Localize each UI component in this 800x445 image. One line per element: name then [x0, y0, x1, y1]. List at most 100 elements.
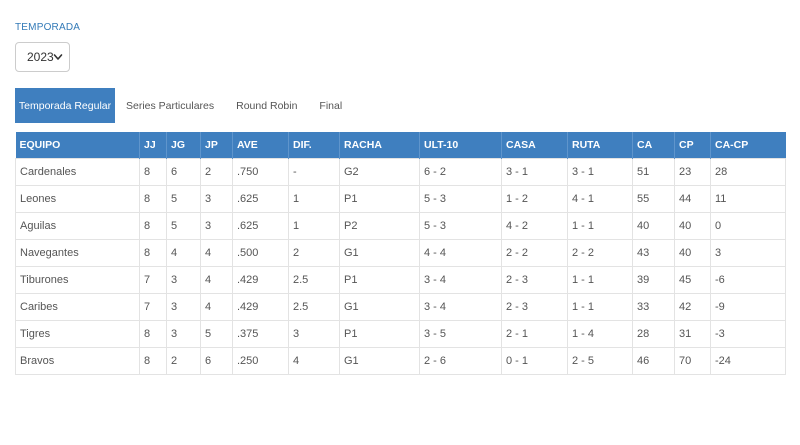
stat-cell: 1 - 1	[567, 266, 633, 294]
stat-cell: 2.5	[288, 266, 340, 294]
tab-temporada-regular[interactable]: Temporada Regular	[15, 88, 115, 123]
column-header-equipo: EQUIPO	[15, 132, 140, 159]
stat-cell: 2.5	[288, 293, 340, 321]
stat-cell: 5 - 3	[419, 212, 502, 240]
column-header-jj: JJ	[139, 132, 167, 159]
stat-cell: 3 - 1	[501, 158, 568, 186]
stat-cell: 4	[200, 266, 233, 294]
stat-cell: 3	[200, 185, 233, 213]
stat-cell: 8	[139, 320, 167, 348]
stat-cell: 1 - 1	[567, 212, 633, 240]
stat-cell: 3 - 4	[419, 266, 502, 294]
column-header-casa: CASA	[501, 132, 568, 159]
stat-cell: 2 - 6	[419, 347, 502, 375]
stat-cell: 4	[166, 239, 201, 267]
column-header-ca: CA	[632, 132, 675, 159]
stat-cell: 51	[632, 158, 675, 186]
stat-cell: 3 - 5	[419, 320, 502, 348]
stat-cell: 4	[288, 347, 340, 375]
stat-cell: G1	[339, 293, 420, 321]
stat-cell: 43	[632, 239, 675, 267]
stat-cell: 2 - 3	[501, 266, 568, 294]
column-header-ult-10: ULT-10	[419, 132, 502, 159]
column-header-ca-cp: CA-CP	[710, 132, 786, 159]
chevron-down-icon	[53, 54, 63, 60]
stat-cell: 70	[674, 347, 711, 375]
team-name-cell: Tigres	[15, 320, 140, 348]
stat-cell: 8	[139, 347, 167, 375]
column-header-racha: RACHA	[339, 132, 420, 159]
stat-cell: -3	[710, 320, 786, 348]
tab-round-robin[interactable]: Round Robin	[236, 99, 298, 112]
stat-cell: G2	[339, 158, 420, 186]
stat-cell: 3	[200, 212, 233, 240]
season-label: TEMPORADA	[15, 22, 81, 33]
stat-cell: 46	[632, 347, 675, 375]
stat-cell: 42	[674, 293, 711, 321]
stat-cell: 40	[632, 212, 675, 240]
stat-cell: 8	[139, 212, 167, 240]
stat-cell: 4 - 2	[501, 212, 568, 240]
column-header-cp: CP	[674, 132, 711, 159]
stat-cell: G1	[339, 239, 420, 267]
stat-cell: .500	[232, 239, 289, 267]
tab-series-particulares[interactable]: Series Particulares	[126, 99, 215, 112]
stat-cell: -9	[710, 293, 786, 321]
stat-cell: 6 - 2	[419, 158, 502, 186]
team-name-cell: Tiburones	[15, 266, 140, 294]
stat-cell: 1 - 4	[567, 320, 633, 348]
stat-cell: 28	[710, 158, 786, 186]
stat-cell: 45	[674, 266, 711, 294]
stat-cell: -	[288, 158, 340, 186]
stat-cell: 28	[632, 320, 675, 348]
column-header-jp: JP	[200, 132, 233, 159]
stat-cell: 31	[674, 320, 711, 348]
stat-cell: 2 - 2	[501, 239, 568, 267]
stat-cell: 2	[166, 347, 201, 375]
stat-cell: 2 - 5	[567, 347, 633, 375]
stat-cell: 40	[674, 212, 711, 240]
season-select[interactable]: 2023	[15, 42, 70, 72]
column-header-ruta: RUTA	[567, 132, 633, 159]
stat-cell: 44	[674, 185, 711, 213]
stat-cell: 0 - 1	[501, 347, 568, 375]
stat-cell: .625	[232, 212, 289, 240]
column-header-ave: AVE	[232, 132, 289, 159]
stat-cell: 7	[139, 293, 167, 321]
stat-cell: 1	[288, 185, 340, 213]
team-name-cell: Bravos	[15, 347, 140, 375]
season-select-value: 2023	[27, 50, 54, 64]
header-row: EQUIPO JJ JG JP AVE DIF. RACHA ULT-10 CASA RUTA CA…	[15, 132, 786, 159]
team-name-cell: Leones	[15, 185, 140, 213]
stat-cell: .429	[232, 293, 289, 321]
stat-cell: 3	[710, 239, 786, 267]
stat-cell: 2 - 2	[567, 239, 633, 267]
stat-cell: .375	[232, 320, 289, 348]
stat-cell: 1	[288, 212, 340, 240]
stat-cell: 11	[710, 185, 786, 213]
stat-cell: 3	[166, 266, 201, 294]
stat-cell: 1 - 2	[501, 185, 568, 213]
standings-table: EQUIPO JJ JG JP AVE DIF. RACHA ULT-10 CASA RUTA CA…	[15, 132, 786, 375]
column-header-jg: JG	[166, 132, 201, 159]
stat-cell: 5	[200, 320, 233, 348]
stat-cell: 5 - 3	[419, 185, 502, 213]
stat-cell: .750	[232, 158, 289, 186]
stat-cell: 3	[288, 320, 340, 348]
stat-cell: 6	[200, 347, 233, 375]
stat-cell: 2 - 1	[501, 320, 568, 348]
stat-cell: 8	[139, 239, 167, 267]
tab-final[interactable]: Final	[319, 99, 343, 112]
stat-cell: P1	[339, 266, 420, 294]
stat-cell: 2	[288, 239, 340, 267]
stat-cell: 4	[200, 293, 233, 321]
team-name-cell: Aguilas	[15, 212, 140, 240]
stat-cell: .429	[232, 266, 289, 294]
tab-bar: Temporada Regular Series Particulares Ro…	[15, 88, 353, 123]
stat-cell: -6	[710, 266, 786, 294]
stat-cell: 3 - 1	[567, 158, 633, 186]
